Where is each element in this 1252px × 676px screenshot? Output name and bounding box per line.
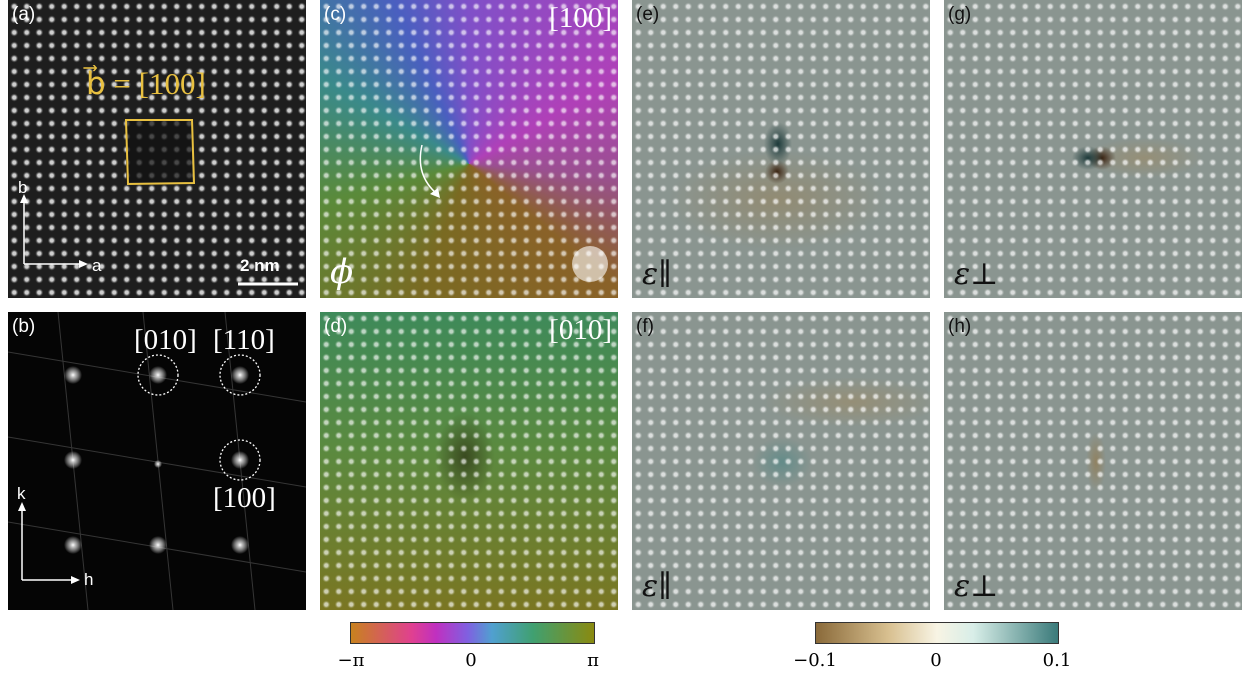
panel-label: (g) bbox=[948, 4, 971, 26]
lattice bbox=[632, 0, 930, 298]
axis-label: a bbox=[92, 256, 101, 276]
panel-c: (c) [100] ϕ bbox=[320, 0, 618, 298]
aperture bbox=[572, 246, 608, 282]
panel-label: (h) bbox=[948, 316, 971, 338]
overlay bbox=[8, 0, 306, 298]
strain-symbol: ε∥ bbox=[642, 569, 672, 604]
axis-label: h bbox=[84, 570, 93, 590]
panel-a: (a) b⃗ = [100] b a 2 nm bbox=[8, 0, 306, 298]
lattice bbox=[944, 312, 1242, 610]
colorbar-tick: −0.1 bbox=[793, 650, 837, 671]
colorbar-tick: 0 bbox=[465, 650, 476, 671]
colorbar-tick: −π bbox=[338, 650, 365, 671]
reflection: [100] bbox=[549, 2, 612, 35]
panel-b: (b) [010] [110] [100] k h bbox=[8, 312, 306, 610]
overlay bbox=[320, 0, 618, 298]
panel-e: (e) ε∥ bbox=[632, 0, 930, 298]
spot-label: [100] bbox=[213, 482, 276, 515]
phase-symbol: ϕ bbox=[330, 252, 353, 292]
panel-label: (c) bbox=[324, 4, 346, 26]
fft-spots bbox=[64, 366, 249, 554]
axis-label: k bbox=[17, 484, 26, 504]
strain-symbol: ε∥ bbox=[642, 257, 672, 292]
lattice bbox=[632, 312, 930, 610]
panel-g: (g) ε⊥ bbox=[944, 0, 1242, 298]
colorbar-tick: 0.1 bbox=[1043, 650, 1072, 671]
axis-label: b bbox=[18, 178, 27, 198]
colorbar-tick: π bbox=[587, 650, 599, 671]
page: (a) b⃗ = [100] b a 2 nm (b) [010] [110] … bbox=[0, 0, 1252, 676]
phase-colorbar bbox=[350, 622, 595, 644]
defect-core bbox=[126, 120, 192, 182]
strain-symbol: ε⊥ bbox=[954, 569, 998, 604]
strain-symbol: ε⊥ bbox=[954, 257, 998, 292]
panel-label: (b) bbox=[12, 316, 35, 338]
panel-label: (e) bbox=[636, 4, 659, 26]
panel-h: (h) ε⊥ bbox=[944, 312, 1242, 610]
arrow-head bbox=[79, 260, 88, 268]
scale-bar-label: 2 nm bbox=[240, 256, 280, 276]
panel-label: (f) bbox=[636, 316, 654, 338]
spot-label: [010] bbox=[134, 324, 197, 357]
spot-label: [110] bbox=[213, 324, 275, 357]
colorbar-tick: 0 bbox=[930, 650, 941, 671]
panel-f: (f) ε∥ bbox=[632, 312, 930, 610]
strain-colorbar bbox=[815, 622, 1059, 644]
lattice bbox=[944, 0, 1242, 298]
burgers-vector: b⃗ = [100] bbox=[86, 66, 206, 102]
panel-label: (d) bbox=[324, 316, 347, 338]
lattice bbox=[320, 312, 618, 610]
panel-label: (a) bbox=[12, 4, 35, 26]
panel-d: (d) [010] bbox=[320, 312, 618, 610]
reflection: [010] bbox=[549, 314, 612, 347]
